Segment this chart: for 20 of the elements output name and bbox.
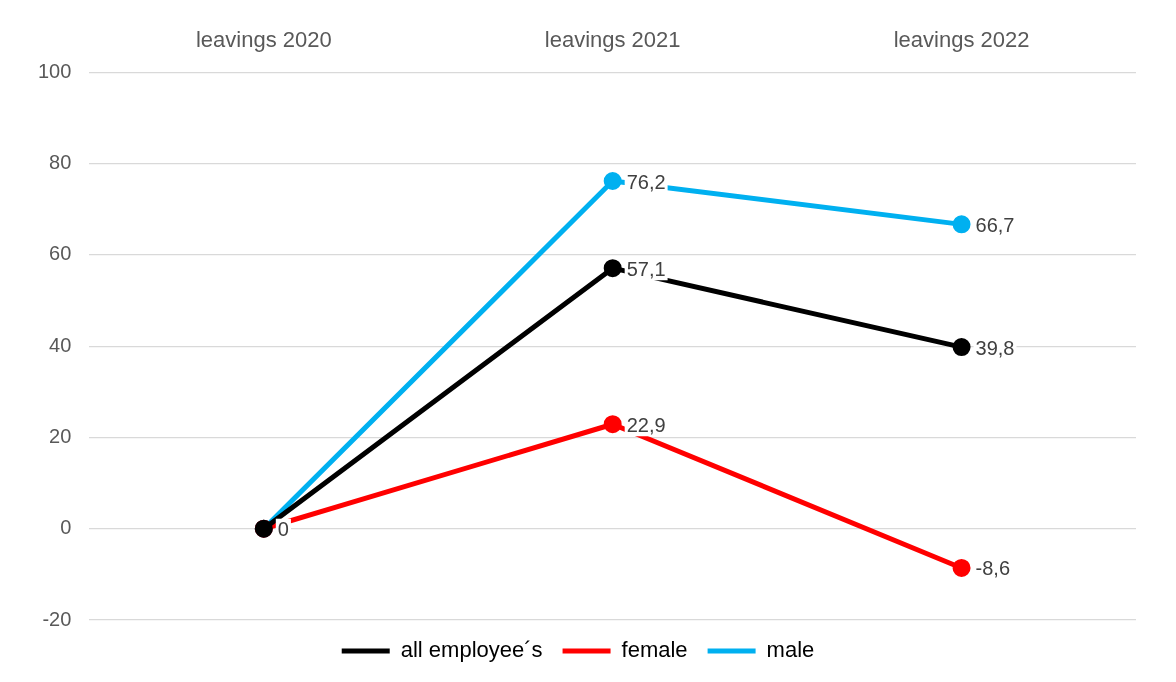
- data-label: 0: [277, 518, 289, 541]
- legend-label: all employee´s: [400, 637, 543, 663]
- data-label: 66,7: [975, 213, 1015, 236]
- data-label: 39,8: [975, 336, 1015, 359]
- x-tick-label: leavings 2020: [195, 27, 332, 53]
- y-tick-label: 20: [49, 424, 72, 447]
- y-tick-label: -20: [42, 607, 72, 630]
- data-label: 76,2: [626, 170, 666, 193]
- y-tick-label: 40: [49, 333, 72, 356]
- y-tick-label: 0: [60, 516, 72, 539]
- x-tick-label: leavings 2022: [893, 27, 1030, 53]
- y-tick-label: 60: [49, 242, 72, 265]
- legend-label: male: [766, 637, 815, 663]
- y-tick-label: 80: [49, 151, 72, 174]
- y-tick-label: 100: [37, 59, 72, 82]
- data-label: 57,1: [626, 257, 666, 280]
- legend-label: female: [621, 637, 688, 663]
- data-label: 22,9: [626, 413, 666, 436]
- x-tick-label: leavings 2021: [544, 27, 681, 53]
- data-label: -8,6: [975, 557, 1011, 580]
